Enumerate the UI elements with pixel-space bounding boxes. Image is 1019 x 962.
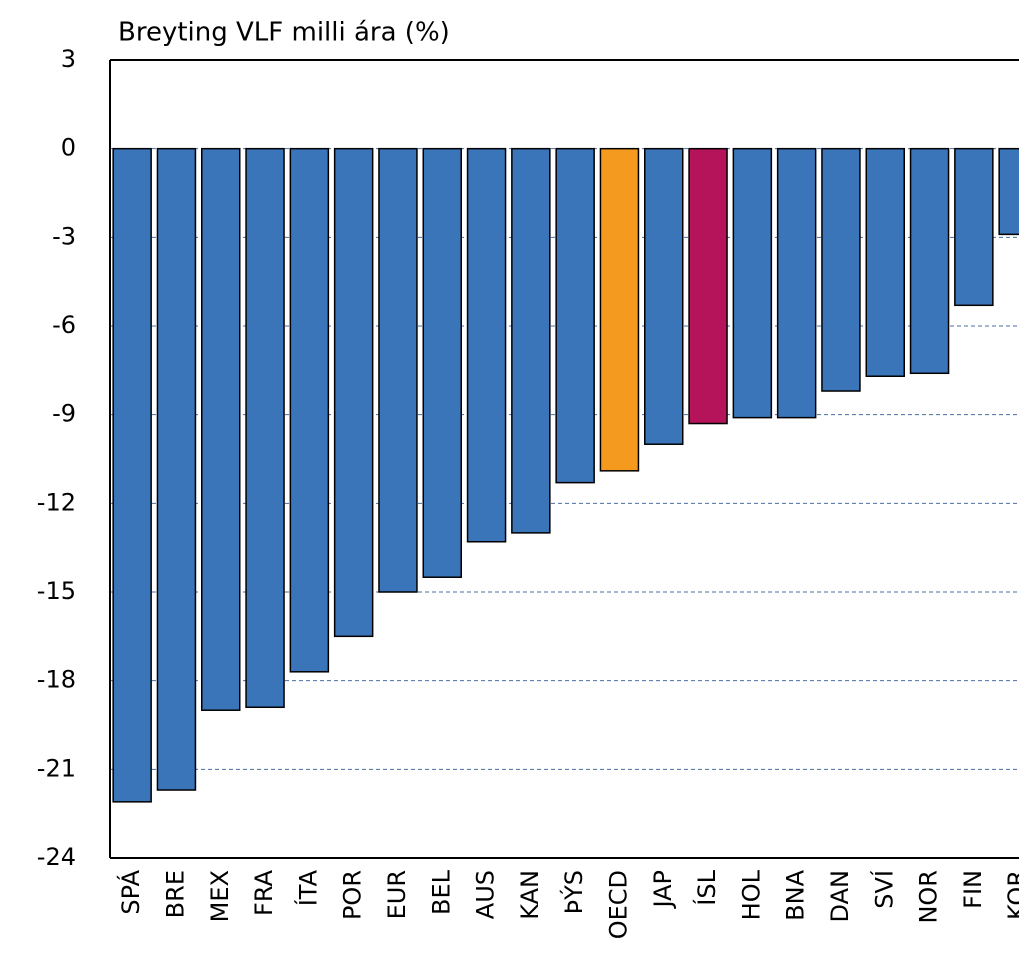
bar <box>998 147 1019 236</box>
x-tick-label: SPÁ <box>116 869 145 914</box>
bar <box>156 147 197 791</box>
bar <box>821 147 861 392</box>
y-tick-label: -21 <box>37 754 76 782</box>
y-tick-label: -3 <box>52 222 76 250</box>
y-tick-label: 0 <box>61 134 76 162</box>
x-tick-label: MEX <box>206 870 234 922</box>
x-tick-label: FIN <box>959 870 987 909</box>
x-tick-label: POR <box>339 870 367 920</box>
bar <box>599 147 640 472</box>
y-tick-label: -18 <box>37 666 76 694</box>
x-tick-label: EUR <box>383 870 411 919</box>
x-tick-label: BEL <box>427 869 455 915</box>
x-tick-label: DAN <box>826 870 854 922</box>
x-tick-label: OECD <box>604 870 632 939</box>
x-tick-label: AUS <box>472 870 500 919</box>
bar <box>909 147 950 375</box>
bar <box>466 147 507 543</box>
bar <box>112 147 152 803</box>
x-tick-label: KOR <box>1003 870 1019 920</box>
x-tick-label: SVÍ <box>869 870 898 909</box>
x-tick-label: ÍSL <box>692 869 721 905</box>
x-tick-label: BNA <box>782 869 810 920</box>
x-tick-label: ÍTA <box>293 869 322 906</box>
bar <box>245 147 285 709</box>
y-tick-label: -9 <box>52 400 76 428</box>
bar <box>688 147 728 425</box>
bar <box>555 147 595 484</box>
bar <box>201 147 241 711</box>
y-tick-label: 3 <box>61 45 76 73</box>
y-tick-label: -6 <box>52 311 76 339</box>
bar <box>644 147 684 445</box>
y-tick-label: -15 <box>37 577 76 605</box>
y-tick-label: -12 <box>37 488 76 516</box>
bar <box>776 147 817 419</box>
x-tick-label: JAP <box>649 870 677 910</box>
bar <box>422 147 462 578</box>
chart-title: Breyting VLF milli ára (%) <box>118 18 450 48</box>
x-tick-label: NOR <box>915 870 943 924</box>
y-tick-label: -24 <box>37 843 76 871</box>
bar <box>865 147 905 377</box>
bar <box>289 147 330 673</box>
x-tick-label: BRE <box>161 870 189 918</box>
bar <box>378 147 418 593</box>
x-tick-label: FRA <box>250 869 278 916</box>
bar <box>732 147 773 419</box>
bar <box>333 147 374 638</box>
x-tick-label: KAN <box>516 870 544 920</box>
x-tick-label: HOL <box>737 869 765 920</box>
bar <box>954 147 994 307</box>
bar <box>511 147 551 534</box>
x-tick-label: ÞÝS <box>559 870 588 914</box>
